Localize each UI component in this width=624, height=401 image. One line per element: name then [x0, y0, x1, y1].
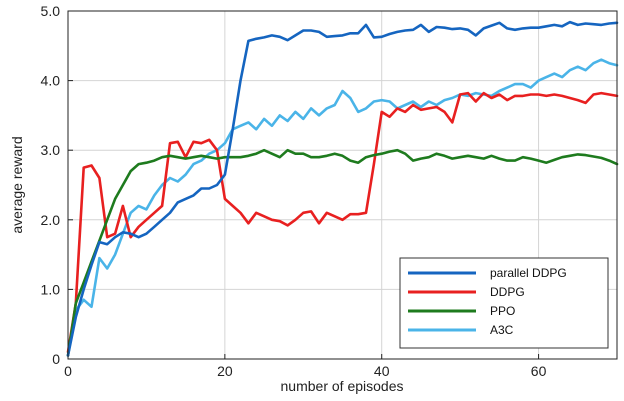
y-tick-label: 0 — [52, 351, 60, 367]
x-tick-label: 20 — [217, 363, 233, 379]
legend-label-parallel-ddpg: parallel DDPG — [490, 266, 567, 280]
y-tick-label: 4.0 — [41, 73, 61, 89]
x-tick-label: 60 — [531, 363, 547, 379]
y-tick-label: 1.0 — [41, 281, 61, 297]
legend-label-a3c: A3C — [490, 323, 514, 337]
series-line-ppo — [66, 148, 619, 357]
legend-label-ppo: PPO — [490, 304, 515, 318]
x-axis-title: number of episodes — [281, 378, 404, 394]
series-line-a3c — [66, 58, 619, 357]
y-tick-label: 5.0 — [41, 3, 61, 19]
axis-ticks: 0 20 40 60 0 1.0 2.0 3.0 4.0 5.0 — [41, 3, 547, 379]
series-line-parallel-ddpg — [66, 20, 619, 357]
x-tick-label: 40 — [374, 363, 390, 379]
y-tick-label: 3.0 — [41, 142, 61, 158]
legend-items: parallel DDPG DDPG PPO A3C — [408, 266, 567, 337]
y-tick-label: 2.0 — [41, 212, 61, 228]
series-lines — [66, 20, 619, 357]
x-tick-label: 0 — [64, 363, 72, 379]
series-line-ddpg — [66, 91, 619, 354]
plot-frame — [67, 10, 618, 360]
legend-label-ddpg: DDPG — [490, 285, 525, 299]
gridlines — [68, 11, 617, 359]
y-axis-title: average reward — [9, 136, 25, 233]
legend: parallel DDPG DDPG PPO A3C — [399, 257, 609, 349]
